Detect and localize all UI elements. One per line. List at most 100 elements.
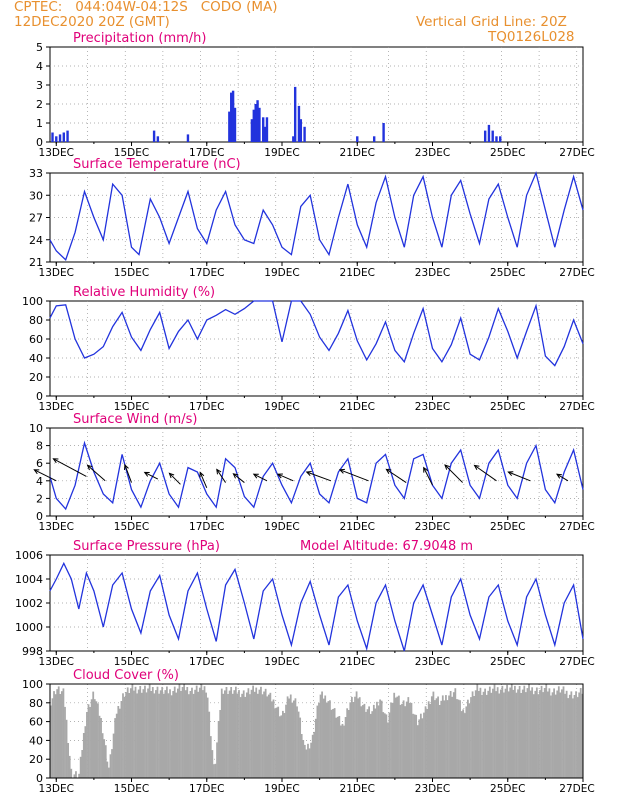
y-tick-label: 20 — [29, 371, 43, 384]
precip-bar — [299, 119, 303, 142]
cloud-bar — [357, 698, 360, 778]
cloud-bar — [559, 692, 562, 778]
wind-vector — [277, 473, 294, 482]
wind-vector — [124, 464, 132, 483]
panel-cloud: 0 20 40 60 80 100 13DEC 15DEC 17DEC 19DEC 21DEC 23D… — [22, 668, 595, 795]
x-tick-label: 15DEC — [114, 783, 149, 795]
cloud-bar — [501, 685, 504, 778]
y-tick-label: 4 — [36, 60, 43, 73]
cloud-bar — [346, 708, 349, 778]
cloud-bar — [300, 734, 303, 778]
cloud-bar — [89, 707, 91, 778]
cloud-bar — [234, 686, 237, 778]
cloud-bar — [465, 706, 468, 778]
cloud-bar — [202, 690, 204, 778]
y-tick-label: 8 — [36, 440, 43, 453]
cloud-bar — [474, 690, 477, 778]
cloud-bar — [285, 704, 287, 778]
wind-arrowhead — [199, 471, 205, 478]
cloud-bar — [481, 695, 483, 778]
wind-vector — [556, 473, 569, 482]
cloud-bar — [355, 691, 358, 778]
cloud-bar — [504, 688, 507, 778]
cloud-bar — [463, 713, 466, 778]
cloud-bar — [170, 695, 173, 778]
precip-bar — [55, 136, 58, 142]
cloud-bar — [557, 686, 560, 778]
cloud-bar — [238, 690, 240, 778]
cloud-bar — [459, 700, 461, 778]
cloud-bar — [390, 702, 392, 778]
cloud-bar — [340, 725, 342, 778]
cloud-bar — [245, 692, 248, 778]
precip-bar — [263, 126, 267, 142]
x-tick-label: 23DEC — [415, 401, 450, 413]
cloud-bar — [499, 689, 502, 778]
cloud-bar — [192, 693, 195, 778]
cloud-bar — [445, 695, 447, 778]
x-tick-label: 13DEC — [39, 401, 74, 413]
cloud-bar — [75, 771, 77, 778]
panel-rh: 0 20 40 60 80 100 13DEC 15DEC 17DEC 19DEC 21DEC 23D… — [22, 285, 595, 413]
cloud-bar — [244, 696, 247, 778]
cloud-bar — [296, 706, 298, 778]
cloud-bar — [354, 696, 356, 778]
cloud-bar — [363, 703, 366, 778]
cloud-bar — [166, 686, 168, 778]
cloud-bar — [402, 700, 405, 778]
cloud-bar — [260, 686, 262, 778]
cloud-bar — [227, 694, 229, 778]
x-tick-label: 21DEC — [340, 147, 375, 159]
panel-temp: 21 24 27 30 33 13DEC 15DEC 17DEC 19DEC 21DEC 23DEC… — [29, 157, 595, 279]
cloud-bar — [194, 689, 196, 778]
cloud-bar — [266, 696, 269, 778]
cloud-bar — [581, 693, 584, 778]
cloud-bar — [297, 711, 300, 778]
cloud-bar — [133, 690, 135, 778]
wind-vector — [423, 467, 433, 486]
cloud-bar — [512, 689, 515, 778]
header-model: TQ0126L028 — [488, 29, 575, 45]
x-tick-label: 23DEC — [415, 267, 450, 279]
cloud-bar — [551, 692, 554, 778]
y-tick-label: 0 — [36, 510, 43, 523]
y-tick-label: 6 — [36, 457, 43, 470]
cloud-bar — [153, 693, 156, 778]
cloud-bar — [532, 694, 535, 778]
cloud-bar — [360, 706, 363, 778]
cloud-bar — [87, 704, 90, 778]
cloud-bar — [213, 764, 215, 778]
cloud-bar — [181, 687, 184, 778]
cloud-bar — [57, 686, 60, 778]
cloud-bar — [252, 685, 254, 778]
cloud-bar — [173, 686, 176, 778]
cloud-bar — [59, 694, 62, 778]
cloud-bar — [377, 705, 380, 778]
cloud-bar — [68, 755, 71, 778]
cloud-bar — [104, 745, 107, 778]
x-tick-label: 23DEC — [415, 521, 450, 533]
y-tick-label: 40 — [29, 734, 43, 747]
x-tick-label: 25DEC — [490, 401, 525, 413]
wind-vector — [216, 469, 226, 483]
cloud-bar — [542, 692, 545, 778]
wind-arrowhead — [216, 468, 222, 475]
cloud-bar — [307, 743, 309, 778]
x-tick-label: 15DEC — [114, 147, 149, 159]
cloud-bar — [261, 694, 264, 778]
precip-bar — [258, 107, 261, 142]
cloud-bar — [468, 703, 471, 778]
cloud-bar — [225, 687, 228, 778]
x-tick-label: 17DEC — [189, 521, 224, 533]
cloud-bar — [313, 731, 316, 778]
cloud-bar — [236, 693, 239, 778]
cloud-bar — [209, 736, 212, 778]
cloud-bar — [408, 702, 411, 778]
precip-bar — [372, 136, 376, 142]
precip-bar — [256, 100, 259, 142]
cloud-bar — [482, 691, 485, 778]
x-tick-label: 13DEC — [39, 147, 74, 159]
cloud-bar — [299, 717, 302, 778]
precip-bar — [51, 132, 54, 142]
cloud-bar — [180, 691, 182, 778]
